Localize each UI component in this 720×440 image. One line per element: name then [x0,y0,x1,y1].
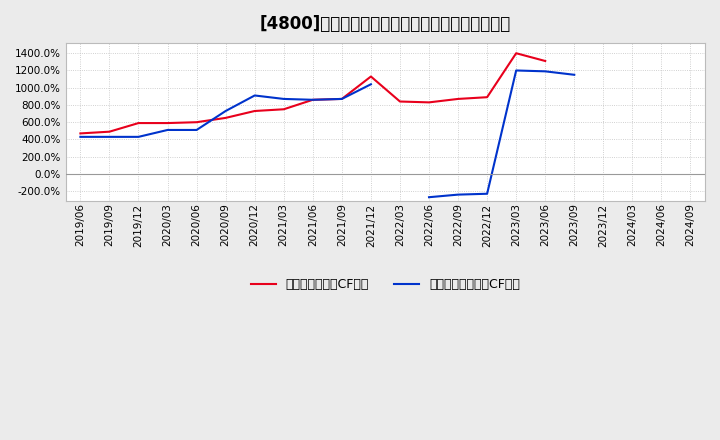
有利子負債営業CF比率 [105,129,114,134]
Legend: 有利子負債営業CF比率, 有利子負債フリーCF比率: 有利子負債営業CF比率, 有利子負債フリーCF比率 [246,273,525,296]
有利子負債営業CF比率 [221,115,230,121]
有利子負債フリーCF比率 [221,108,230,114]
有利子負債営業CF比率 [483,95,492,100]
有利子負債営業CF比率 [279,106,288,112]
有利子負債フリーCF比率 [279,96,288,102]
有利子負債営業CF比率 [395,99,404,104]
有利子負債フリーCF比率 [163,127,172,132]
有利子負債営業CF比率 [541,59,549,64]
Line: 有利子負債フリーCF比率: 有利子負債フリーCF比率 [81,84,371,137]
有利子負債営業CF比率 [192,120,201,125]
有利子負債フリーCF比率 [308,97,317,103]
有利子負債営業CF比率 [512,51,521,56]
有利子負債営業CF比率 [251,108,259,114]
Line: 有利子負債営業CF比率: 有利子負債営業CF比率 [81,53,545,133]
有利子負債フリーCF比率 [366,82,375,87]
有利子負債フリーCF比率 [76,134,85,139]
有利子負債営業CF比率 [134,121,143,126]
有利子負債フリーCF比率 [105,134,114,139]
有利子負債フリーCF比率 [134,134,143,139]
有利子負債営業CF比率 [308,97,317,103]
Title: [4800]　有利子負債キャッシュフロー比率の推移: [4800] 有利子負債キャッシュフロー比率の推移 [260,15,511,33]
有利子負債営業CF比率 [425,100,433,105]
有利子負債営業CF比率 [163,121,172,126]
有利子負債フリーCF比率 [192,127,201,132]
有利子負債営業CF比率 [76,131,85,136]
有利子負債フリーCF比率 [338,96,346,102]
有利子負債営業CF比率 [366,74,375,79]
有利子負債フリーCF比率 [251,93,259,98]
有利子負債営業CF比率 [454,96,462,102]
有利子負債営業CF比率 [338,96,346,102]
